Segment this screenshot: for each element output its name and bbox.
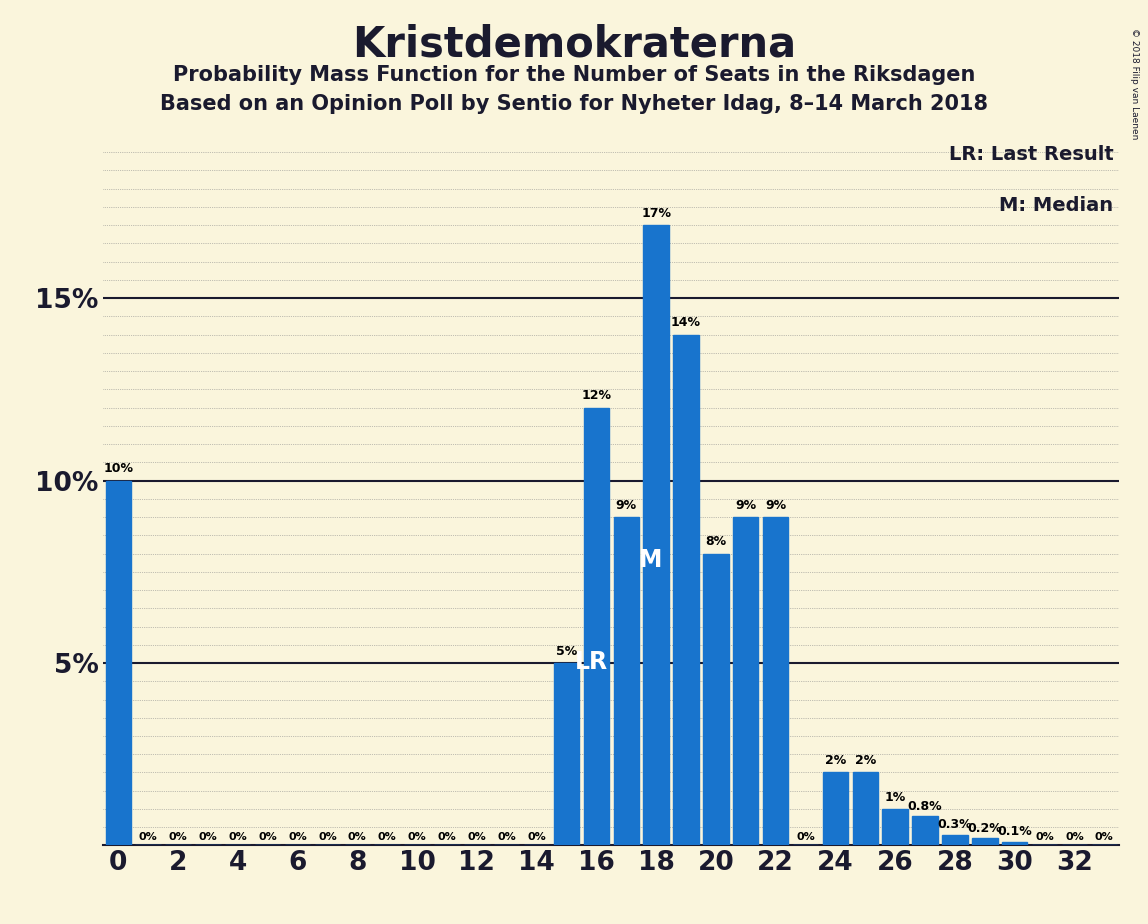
- Text: 17%: 17%: [641, 207, 672, 220]
- Bar: [943, 834, 968, 845]
- Text: 0%: 0%: [318, 832, 336, 842]
- Text: LR: LR: [575, 650, 608, 674]
- Text: 9%: 9%: [735, 499, 757, 512]
- Text: 0%: 0%: [258, 832, 277, 842]
- Bar: [583, 407, 610, 845]
- Text: Kristdemokraterna: Kristdemokraterna: [352, 23, 796, 65]
- Text: 2%: 2%: [824, 754, 846, 767]
- Text: 0%: 0%: [437, 832, 457, 842]
- Text: LR: Last Result: LR: Last Result: [948, 145, 1114, 164]
- Text: 0.2%: 0.2%: [968, 821, 1002, 834]
- Text: 0%: 0%: [139, 832, 157, 842]
- Text: 12%: 12%: [581, 389, 612, 402]
- Text: M: Median: M: Median: [999, 196, 1114, 215]
- Text: M: M: [638, 548, 662, 572]
- Bar: [674, 334, 699, 845]
- Text: 0%: 0%: [797, 832, 815, 842]
- Bar: [643, 225, 669, 845]
- Text: 0%: 0%: [378, 832, 396, 842]
- Bar: [913, 816, 938, 845]
- Text: © 2018 Filip van Laenen: © 2018 Filip van Laenen: [1130, 28, 1139, 140]
- Bar: [704, 553, 729, 845]
- Text: 0%: 0%: [527, 832, 546, 842]
- Text: 0%: 0%: [408, 832, 426, 842]
- Text: 0%: 0%: [199, 832, 217, 842]
- Bar: [1002, 842, 1027, 845]
- Bar: [106, 480, 131, 845]
- Text: 0%: 0%: [467, 832, 487, 842]
- Text: 0%: 0%: [497, 832, 517, 842]
- Bar: [763, 517, 789, 845]
- Text: 0.3%: 0.3%: [938, 818, 972, 831]
- Text: 8%: 8%: [705, 535, 727, 548]
- Text: 9%: 9%: [765, 499, 786, 512]
- Text: 9%: 9%: [615, 499, 637, 512]
- Bar: [883, 809, 908, 845]
- Bar: [972, 838, 998, 845]
- Text: 2%: 2%: [854, 754, 876, 767]
- Bar: [734, 517, 759, 845]
- Text: 0%: 0%: [348, 832, 366, 842]
- Text: 0.8%: 0.8%: [908, 799, 943, 812]
- Text: 0%: 0%: [1095, 832, 1114, 842]
- Text: 1%: 1%: [885, 791, 906, 804]
- Bar: [613, 517, 639, 845]
- Text: 0%: 0%: [288, 832, 307, 842]
- Text: 14%: 14%: [672, 316, 701, 329]
- Text: 0%: 0%: [169, 832, 187, 842]
- Text: 0.1%: 0.1%: [998, 825, 1032, 838]
- Bar: [553, 663, 580, 845]
- Text: 0%: 0%: [1035, 832, 1054, 842]
- Text: 0%: 0%: [1065, 832, 1084, 842]
- Text: 5%: 5%: [556, 645, 577, 658]
- Text: Probability Mass Function for the Number of Seats in the Riksdagen: Probability Mass Function for the Number…: [173, 65, 975, 85]
- Text: 0%: 0%: [228, 832, 247, 842]
- Bar: [853, 772, 878, 845]
- Bar: [823, 772, 848, 845]
- Text: 10%: 10%: [103, 462, 133, 475]
- Text: Based on an Opinion Poll by Sentio for Nyheter Idag, 8–14 March 2018: Based on an Opinion Poll by Sentio for N…: [160, 94, 988, 115]
